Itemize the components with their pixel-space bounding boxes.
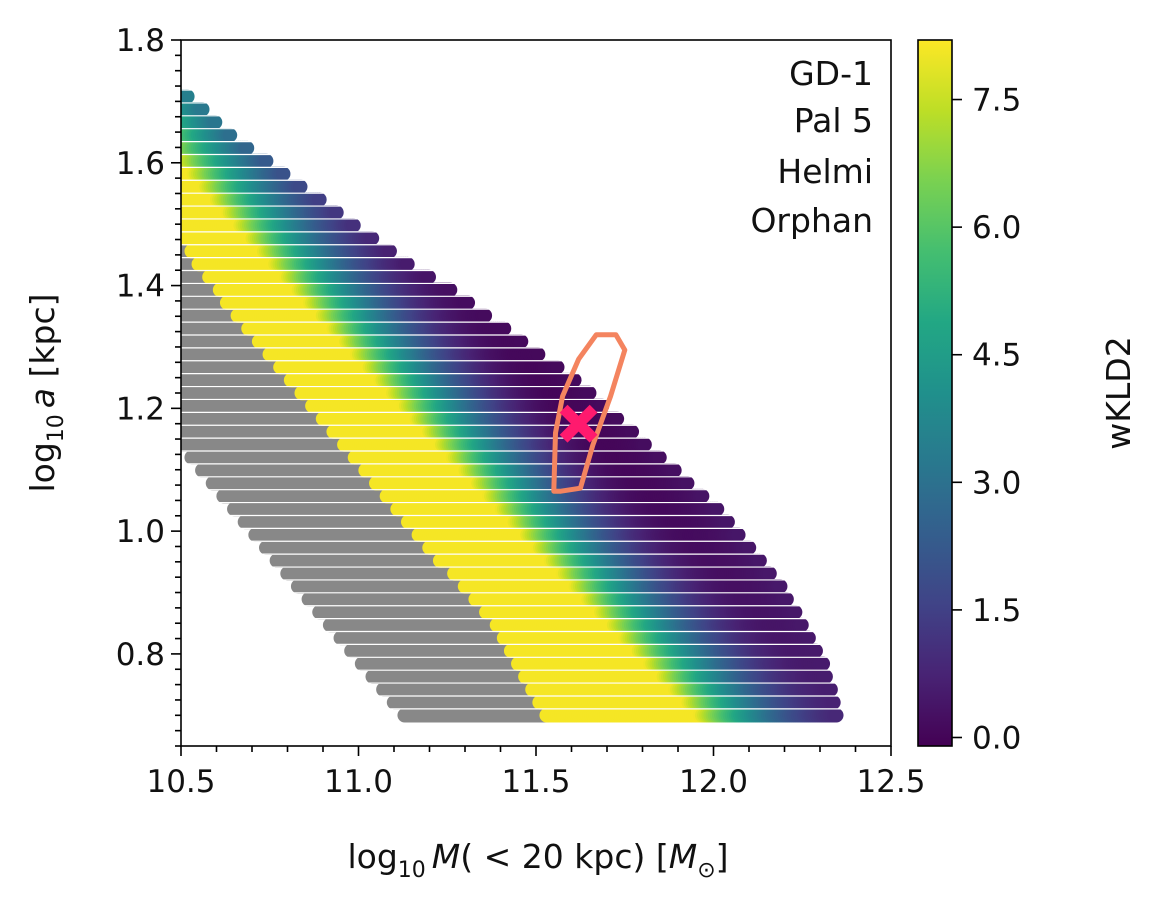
scatter-point bbox=[731, 527, 746, 543]
scatter-row bbox=[181, 321, 512, 336]
scatter-point bbox=[667, 463, 682, 478]
scatter-row bbox=[280, 566, 777, 581]
scatter-point bbox=[709, 501, 725, 517]
scatter-row bbox=[181, 398, 610, 414]
scatter-row bbox=[354, 656, 831, 671]
scatter-point bbox=[762, 566, 777, 581]
scatter-row bbox=[181, 347, 546, 362]
scatter-point bbox=[694, 488, 710, 504]
scatter-point bbox=[752, 553, 767, 568]
scatter-row bbox=[269, 553, 767, 568]
scatter-row bbox=[205, 476, 695, 491]
scatter-row bbox=[184, 450, 667, 465]
scatter-row bbox=[386, 695, 841, 710]
scatter-row bbox=[365, 669, 833, 684]
scatter-point bbox=[773, 579, 788, 594]
scatter-point bbox=[808, 643, 823, 659]
scatter-point bbox=[823, 682, 838, 697]
scatter-row bbox=[181, 372, 582, 388]
scatter-row bbox=[248, 527, 746, 543]
scatter-row bbox=[181, 295, 476, 310]
scatter-point bbox=[779, 592, 794, 607]
scatter-row bbox=[195, 463, 682, 478]
scatter-row bbox=[227, 501, 725, 517]
scatter-row bbox=[344, 643, 823, 659]
scatter-point bbox=[624, 424, 640, 439]
scatter-point bbox=[460, 295, 476, 310]
scatter-point bbox=[530, 347, 546, 362]
scatter-point bbox=[496, 321, 512, 336]
scatter-point bbox=[477, 308, 493, 323]
scatter-rows bbox=[181, 50, 891, 723]
scatter-point bbox=[741, 540, 757, 555]
scatter-row bbox=[301, 592, 794, 607]
scatter-point bbox=[652, 450, 667, 465]
scatter-row bbox=[181, 437, 652, 452]
scatter-point bbox=[787, 604, 803, 620]
scatter-point bbox=[794, 617, 809, 633]
scatter-point bbox=[513, 334, 529, 349]
scatter-row bbox=[181, 334, 529, 349]
scatter-row bbox=[290, 579, 788, 594]
scatter-row bbox=[312, 604, 803, 620]
scatter-row bbox=[397, 708, 844, 723]
scatter-point bbox=[818, 669, 833, 684]
scatter-row bbox=[322, 617, 809, 633]
scatter-point bbox=[609, 411, 625, 426]
scatter-row bbox=[216, 488, 710, 504]
scatter-point bbox=[720, 514, 735, 530]
scatter-point bbox=[421, 269, 436, 285]
scatter-row bbox=[333, 630, 816, 646]
scatter-row bbox=[237, 514, 735, 530]
scatter-point bbox=[826, 695, 841, 710]
scatter-point bbox=[680, 476, 695, 491]
scatter-row bbox=[181, 282, 458, 298]
scatter-point bbox=[801, 630, 816, 646]
scatter-row bbox=[181, 360, 565, 375]
scatter-point bbox=[550, 360, 565, 375]
plot-area bbox=[181, 40, 891, 746]
scatter-point bbox=[582, 385, 597, 401]
scatter-row bbox=[181, 269, 436, 285]
scatter-row bbox=[181, 256, 415, 272]
scatter-point bbox=[815, 656, 831, 671]
scatter-point bbox=[442, 282, 458, 298]
scatter-row bbox=[181, 385, 597, 401]
scatter-point bbox=[637, 437, 652, 452]
scatter-row bbox=[259, 540, 757, 555]
scatter-row bbox=[376, 682, 838, 697]
scatter-row bbox=[181, 308, 493, 323]
scatter-point bbox=[829, 708, 844, 723]
